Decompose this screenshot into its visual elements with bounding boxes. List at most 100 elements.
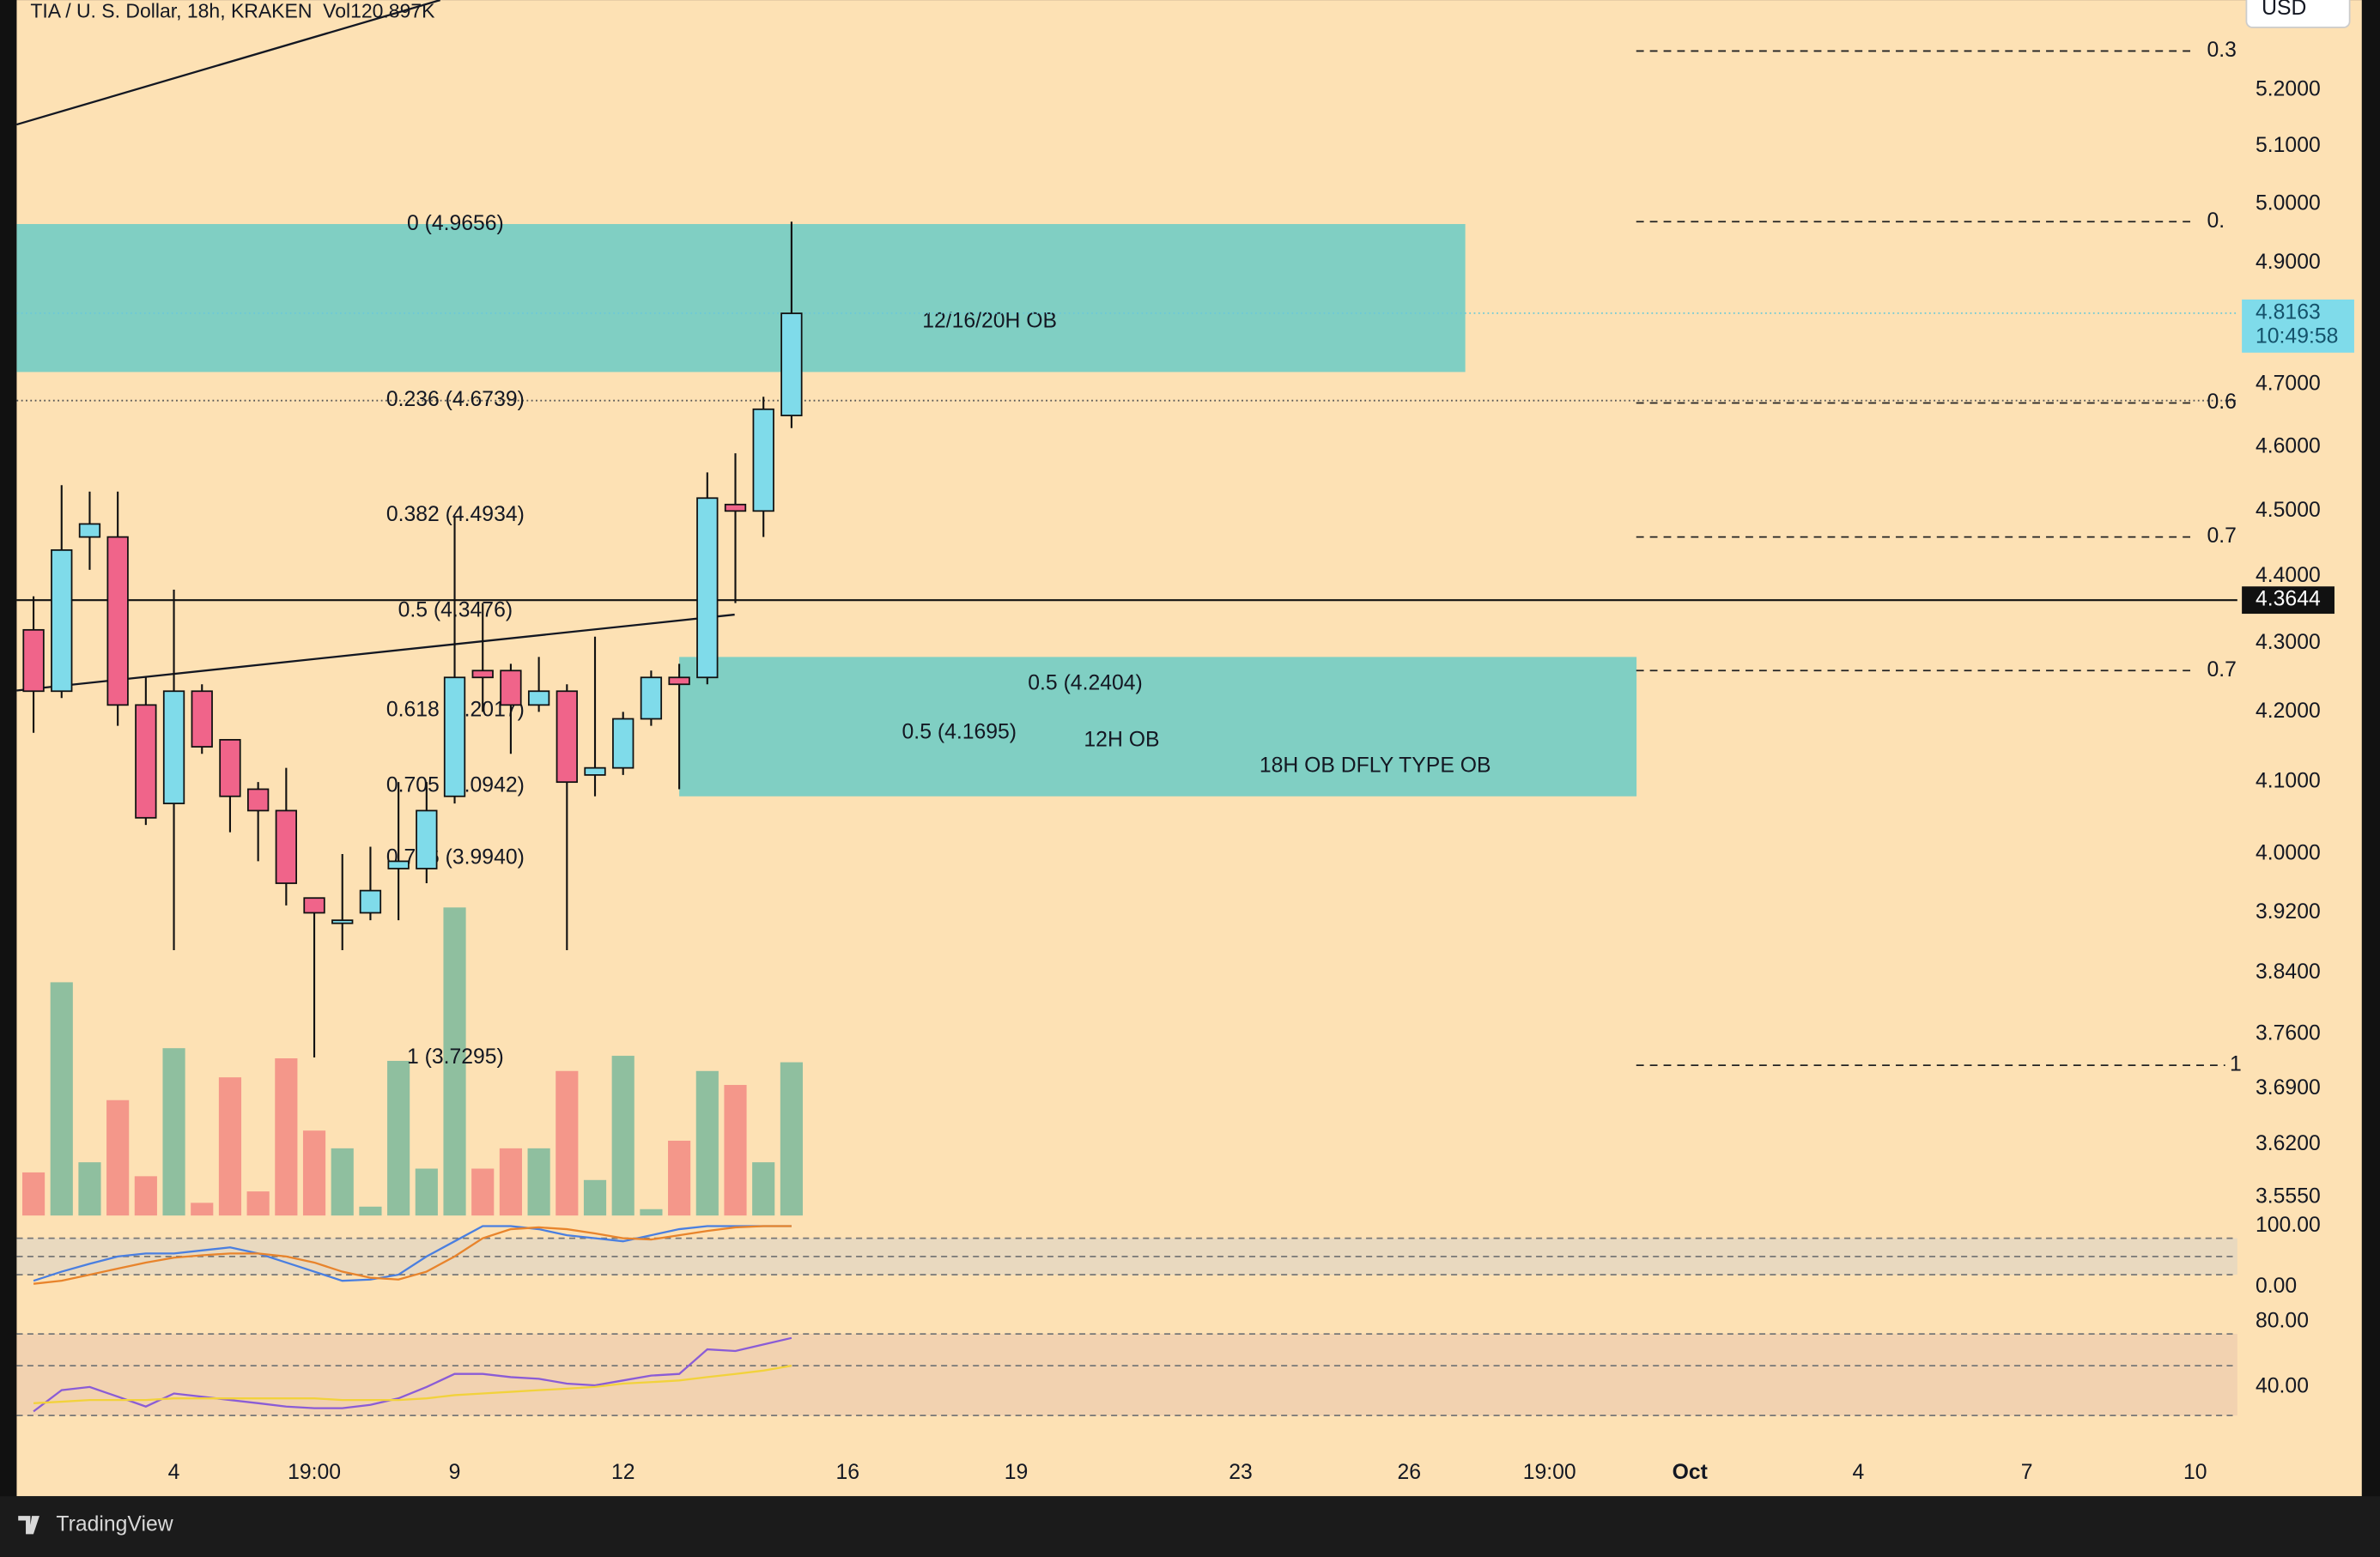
y-tick-label: 5.0000	[2256, 191, 2321, 215]
candle-body	[246, 788, 270, 812]
volume-bar	[106, 1100, 130, 1216]
volume-bar	[471, 1168, 495, 1216]
volume-bar	[443, 907, 466, 1216]
line-price: 4.3644	[2256, 588, 2321, 611]
axes: 5.2000 5.1000 5.0000 4.9000 4.7000 4.6000 4.50…	[168, 77, 2354, 1484]
trend-line	[16, 0, 441, 126]
candle-body	[275, 809, 297, 884]
y-tick-label: 0.00	[2256, 1275, 2297, 1298]
y-tick-label: 4.4000	[2256, 564, 2321, 587]
candle-body	[191, 690, 213, 748]
x-tick-label: 19	[1005, 1461, 1029, 1484]
y-tick-label: 4.9000	[2256, 251, 2321, 274]
line-price-tag	[2242, 586, 2334, 615]
candle-body	[303, 897, 325, 914]
candle-body	[556, 690, 578, 784]
y-tick-label: 80.00	[2256, 1309, 2309, 1332]
volume-bar	[331, 1148, 354, 1216]
volume-bar	[724, 1085, 747, 1216]
x-tick-label: 10	[2183, 1461, 2207, 1484]
level-label: 0.7	[2207, 524, 2236, 548]
candle-body	[51, 548, 73, 693]
candle-body	[78, 523, 101, 538]
level-label: 1	[2230, 1053, 2242, 1076]
currency[interactable]: USD	[2262, 0, 2306, 20]
volume-bar	[246, 1191, 270, 1216]
y-tick-label: 4.7000	[2256, 372, 2321, 395]
x-tick-label: 16	[836, 1461, 860, 1484]
level-label: 0.	[2207, 209, 2225, 233]
candle-body	[752, 408, 774, 512]
volume-bar	[499, 1148, 523, 1216]
volume-bar	[191, 1203, 214, 1216]
y-tick-label: 100.00	[2256, 1214, 2321, 1237]
zone-label: 12H OB	[1084, 728, 1159, 751]
candles	[22, 221, 803, 1058]
volume-bar	[21, 1172, 46, 1216]
level-label: 0.3	[2207, 39, 2236, 62]
y-tick-label: 4.2000	[2256, 700, 2321, 723]
currency-box[interactable]	[2245, 0, 2351, 28]
level-label: 0.6	[2207, 391, 2236, 414]
trend-line	[16, 613, 735, 692]
brand[interactable]: TradingView	[56, 1512, 173, 1536]
fib-label: 0.5 (4.2404)	[1028, 671, 1142, 694]
y-tick-label: 4.5000	[2256, 499, 2321, 522]
last-price-tag	[2242, 299, 2354, 353]
zones: 12/16/20H OB 12H OB 18H OB DFLY TYPE OB	[16, 224, 1637, 797]
candle-body	[584, 766, 606, 776]
x-tick-label: 4	[168, 1461, 180, 1484]
volume-bar	[162, 1048, 185, 1216]
y-tick-label: 3.7600	[2256, 1021, 2321, 1045]
candle-body	[331, 919, 354, 924]
fib-label: 1 (3.7295)	[407, 1045, 504, 1069]
zone-label: 18H OB DFLY TYPE OB	[1260, 754, 1491, 777]
candle-body	[724, 503, 747, 512]
candle-body	[106, 536, 129, 706]
y-tick-label: 3.8400	[2256, 960, 2321, 984]
y-tick-label: 3.6900	[2256, 1076, 2321, 1100]
y-tick-label: 4.3000	[2256, 631, 2321, 654]
x-tick-label: 12	[611, 1461, 635, 1484]
candle-body	[443, 676, 466, 797]
volume-bar	[302, 1130, 326, 1216]
last-price: 4.8163	[2256, 300, 2321, 324]
candle-body	[135, 704, 157, 819]
fib: 0 (4.9656)0.236 (4.6739)0.382 (4.4934)0.…	[16, 39, 2242, 1076]
y-tick-label: 3.9200	[2256, 900, 2321, 924]
candle-body	[780, 312, 803, 416]
level-label: 0.7	[2207, 658, 2236, 682]
x-tick-label: Oct	[1673, 1461, 1708, 1484]
order-block-zone	[16, 224, 1466, 373]
x-tick-label: 7	[2021, 1461, 2033, 1484]
volume-bar	[611, 1056, 634, 1216]
y-tick-label: 4.6000	[2256, 434, 2321, 457]
fib-label: 0 (4.9656)	[407, 212, 504, 235]
volume-bar	[218, 1077, 242, 1216]
volume	[21, 907, 803, 1216]
countdown: 10:49:58	[2256, 325, 2338, 348]
candle-body	[668, 676, 690, 686]
fib-label: 0.5 (4.1695)	[902, 721, 1017, 744]
volume-bar	[387, 1060, 410, 1216]
candle-body	[640, 676, 663, 720]
x-tick-label: 23	[1229, 1461, 1253, 1484]
order-block-zone	[679, 657, 1637, 797]
indicator-line	[33, 1225, 792, 1285]
x-tick-label: 19:00	[288, 1461, 341, 1484]
candle-body	[612, 718, 634, 769]
volume-bar	[275, 1058, 298, 1216]
candle-body	[162, 690, 185, 804]
indicator-line	[33, 1365, 792, 1404]
y-tick-label: 5.1000	[2256, 134, 2321, 157]
volume-bar	[78, 1162, 101, 1216]
footer	[0, 1496, 2380, 1557]
volume-bar	[50, 982, 73, 1216]
candle-body	[387, 860, 410, 869]
logo[interactable]	[18, 1516, 39, 1535]
y-tick-label: 3.6200	[2256, 1132, 2321, 1155]
volume-bar	[780, 1062, 803, 1216]
volume-bar	[415, 1168, 438, 1216]
volume-bar	[359, 1206, 382, 1216]
